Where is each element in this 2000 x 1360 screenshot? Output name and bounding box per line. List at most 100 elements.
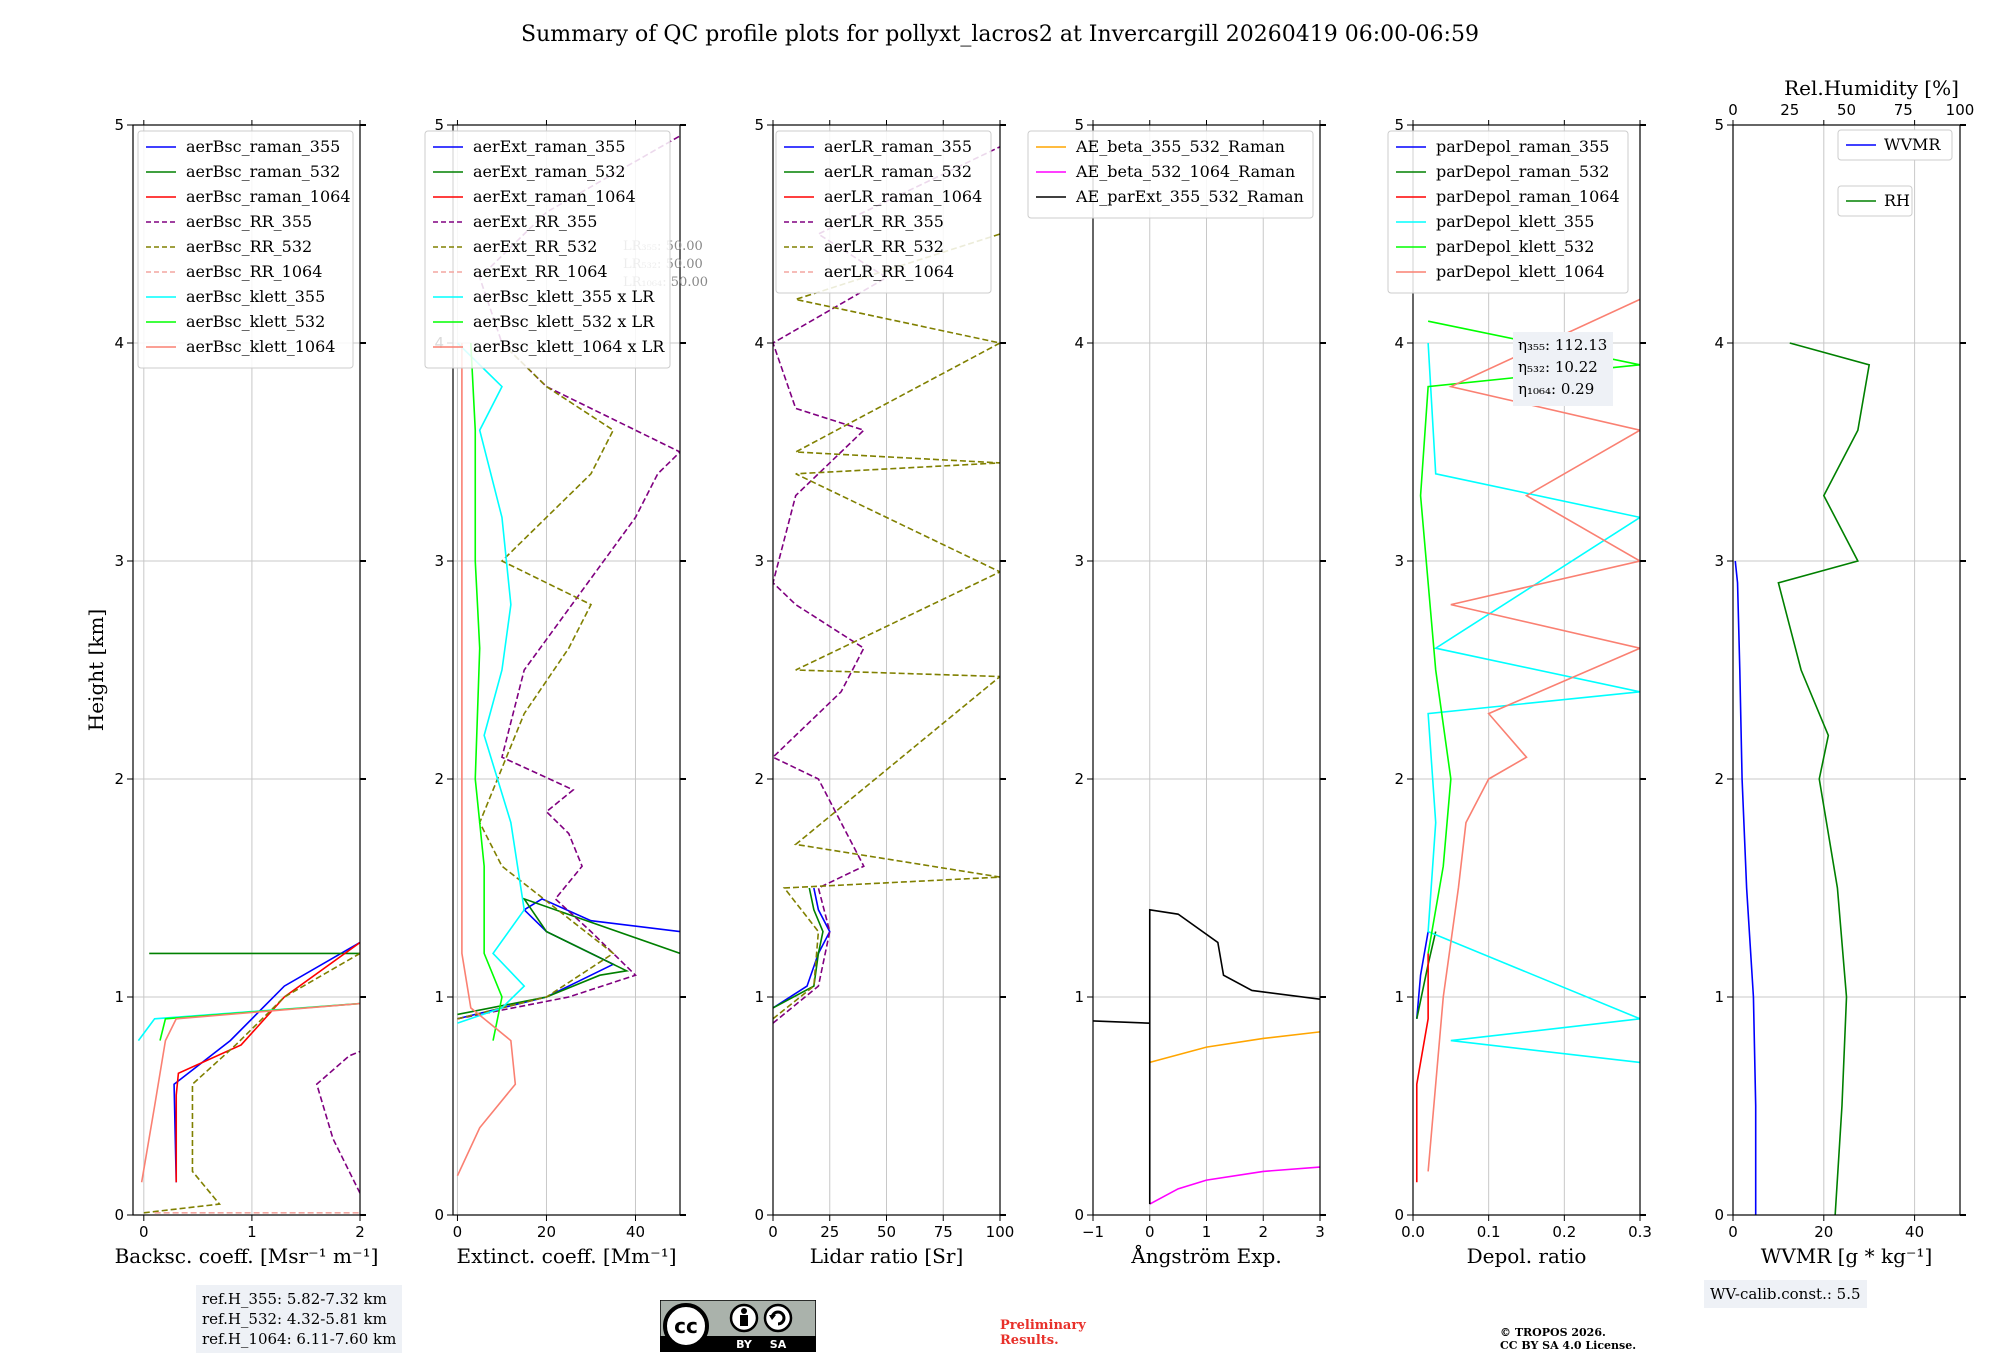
legend-box xyxy=(1027,130,1314,219)
y-tick-label: 2 xyxy=(1074,770,1084,788)
x-tick-label: 40 xyxy=(626,1223,645,1241)
legend-box-wvmr xyxy=(1837,129,1953,161)
series-AE_parExt_355_532_Raman xyxy=(1093,908,1320,1205)
eta-annotation: η₃₅₅: 112.13 xyxy=(1518,336,1607,354)
copyright-line-1: © TROPOS 2026. xyxy=(1500,1326,1606,1339)
x-top-tick-label: 75 xyxy=(1894,101,1913,119)
legend-label: aerBsc_klett_1064 x LR xyxy=(473,337,665,356)
x-tick-label: 2 xyxy=(1258,1223,1268,1241)
legend-label-rh: RH xyxy=(1884,191,1910,210)
x-top-tick-label: 0 xyxy=(1728,101,1738,119)
series-aerBsc_klett_355 x LR xyxy=(456,342,526,1024)
x-tick-label: 20 xyxy=(537,1223,556,1241)
x-tick-label: −1 xyxy=(1082,1223,1104,1241)
series-aerLR_raman_532 xyxy=(773,887,824,1009)
panel-wv: 0 20 40 0 1 2 3 4 5 WVMR [g * kg⁻¹] 0 25 50 75 100Rel.… xyxy=(1714,76,1974,1268)
series-aerBsc_RR_355 xyxy=(315,1050,360,1194)
y-tick-label: 5 xyxy=(754,116,764,134)
ref-height-355: ref.H_355: 5.82-7.32 km xyxy=(202,1290,387,1308)
legend-label: aerLR_raman_355 xyxy=(824,137,972,156)
series-parDepol_raman_1064 xyxy=(1415,953,1429,1183)
x-tick-label: 0 xyxy=(1145,1223,1155,1241)
x-tick-label: 25 xyxy=(820,1223,839,1241)
legend-label: aerBsc_raman_355 xyxy=(186,137,340,156)
x-tick-label: 0.3 xyxy=(1628,1223,1652,1241)
x-tick-label: 1 xyxy=(1202,1223,1212,1241)
x-axis-label: Lidar ratio [Sr] xyxy=(810,1244,964,1268)
axes-frame xyxy=(452,124,681,1216)
y-axis-label: Height [km] xyxy=(84,609,108,731)
legend-label: aerBsc_klett_1064 xyxy=(186,337,335,356)
series-parDepol_raman_355 xyxy=(1415,931,1429,1019)
y-tick-label: 3 xyxy=(754,552,764,570)
x-axis-label: Backsc. coeff. [Msr⁻¹ m⁻¹] xyxy=(115,1244,379,1268)
legend-label: aerExt_RR_355 xyxy=(473,212,597,231)
legend-box xyxy=(1387,130,1629,294)
legend-label: AE_parExt_355_532_Raman xyxy=(1075,187,1304,206)
x-top-tick-label: 50 xyxy=(1837,101,1856,119)
y-tick-label: 3 xyxy=(1714,552,1724,570)
ref-height-1064: ref.H_1064: 6.11-7.60 km xyxy=(202,1330,397,1348)
y-tick-label: 0 xyxy=(1714,1206,1724,1224)
legend-label: aerBsc_klett_355 xyxy=(186,287,325,306)
legend-label: parDepol_raman_355 xyxy=(1436,137,1609,156)
y-tick-label: 1 xyxy=(114,988,124,1006)
series-aerBsc_klett_1064 xyxy=(140,1002,360,1183)
y-tick-label: 1 xyxy=(434,988,444,1006)
legend-label: aerExt_raman_1064 xyxy=(473,187,636,206)
y-tick-label: 5 xyxy=(434,116,444,134)
panel-lr: 0 25 50 75 100 0 1 2 3 4 5 Lidar ratio [Sr] xyxy=(754,116,1014,1268)
series-WVMR xyxy=(1734,560,1757,1215)
x-top-axis-label: Rel.Humidity [%] xyxy=(1784,76,1959,100)
legend-label-wvmr: WVMR xyxy=(1884,135,1941,154)
y-tick-label: 2 xyxy=(114,770,124,788)
y-tick-label: 1 xyxy=(754,988,764,1006)
legend-label: aerBsc_klett_532 xyxy=(186,312,325,331)
panel-depol: 0.0 0.1 0.2 0.3 0 1 2 3 4 5 Depol. ratio η₃₅₅: 112.… xyxy=(1394,116,1651,1268)
series-aerExt_RR_532 xyxy=(457,342,615,1020)
x-tick-label: 75 xyxy=(934,1223,953,1241)
legend-label: parDepol_raman_532 xyxy=(1436,162,1609,181)
legend-label: aerLR_raman_532 xyxy=(824,162,972,181)
wv-calib-text: WV-calib.const.: 5.5 xyxy=(1710,1285,1861,1303)
figure-title: Summary of QC profile plots for pollyxt_… xyxy=(521,22,1479,47)
series-aerExt_raman_532 xyxy=(457,897,680,1016)
axes-frame xyxy=(132,124,361,1216)
y-tick-label: 1 xyxy=(1714,988,1724,1006)
series-parDepol_klett_355 xyxy=(1427,342,1640,1064)
y-tick-label: 4 xyxy=(754,334,764,352)
ref-height-532: ref.H_532: 4.32-5.81 km xyxy=(202,1310,387,1328)
series-aerBsc_raman_355 xyxy=(173,941,360,1183)
preliminary-line-2: Results. xyxy=(1000,1333,1059,1348)
axes-frame xyxy=(1732,124,1961,1216)
legend-label: aerLR_RR_355 xyxy=(824,212,944,231)
copyright-note: © TROPOS 2026. CC BY SA 4.0 License. xyxy=(1500,1326,1636,1352)
y-tick-label: 3 xyxy=(1074,552,1084,570)
series-aerLR_RR_532 xyxy=(773,233,1000,1020)
y-tick-label: 0 xyxy=(114,1206,124,1224)
legend-depol: parDepol_raman_355 parDepol_raman_532 parD… xyxy=(1387,130,1629,294)
y-tick-label: 2 xyxy=(754,770,764,788)
x-tick-label: 100 xyxy=(986,1223,1015,1241)
series-aerBsc_raman_1064 xyxy=(175,941,360,1183)
cc-sa-text: SA xyxy=(770,1338,787,1351)
legend-bsc: aerBsc_raman_355 aerBsc_raman_532 aerBsc_r… xyxy=(137,130,354,369)
series-aerBsc_RR_532 xyxy=(143,952,360,1214)
x-tick-label: 1 xyxy=(247,1223,257,1241)
y-tick-label: 4 xyxy=(1074,334,1084,352)
x-top-tick-label: 25 xyxy=(1780,101,1799,119)
cc-by-sa-license-logo: cc BY SA xyxy=(660,1300,816,1352)
legend-label: parDepol_raman_1064 xyxy=(1436,187,1620,206)
series-RH xyxy=(1777,342,1871,1215)
legend-label: aerBsc_raman_1064 xyxy=(186,187,351,206)
x-tick-label: 20 xyxy=(1814,1223,1833,1241)
x-axis-label: WVMR [g * kg⁻¹] xyxy=(1761,1244,1933,1268)
y-tick-label: 0 xyxy=(754,1206,764,1224)
legend-label: aerExt_RR_532 xyxy=(473,237,597,256)
cc-logo-text: cc xyxy=(674,1314,698,1338)
x-axis-label: Extinct. coeff. [Mm⁻¹] xyxy=(456,1244,676,1268)
y-tick-label: 3 xyxy=(114,552,124,570)
y-tick-label: 4 xyxy=(1394,334,1404,352)
